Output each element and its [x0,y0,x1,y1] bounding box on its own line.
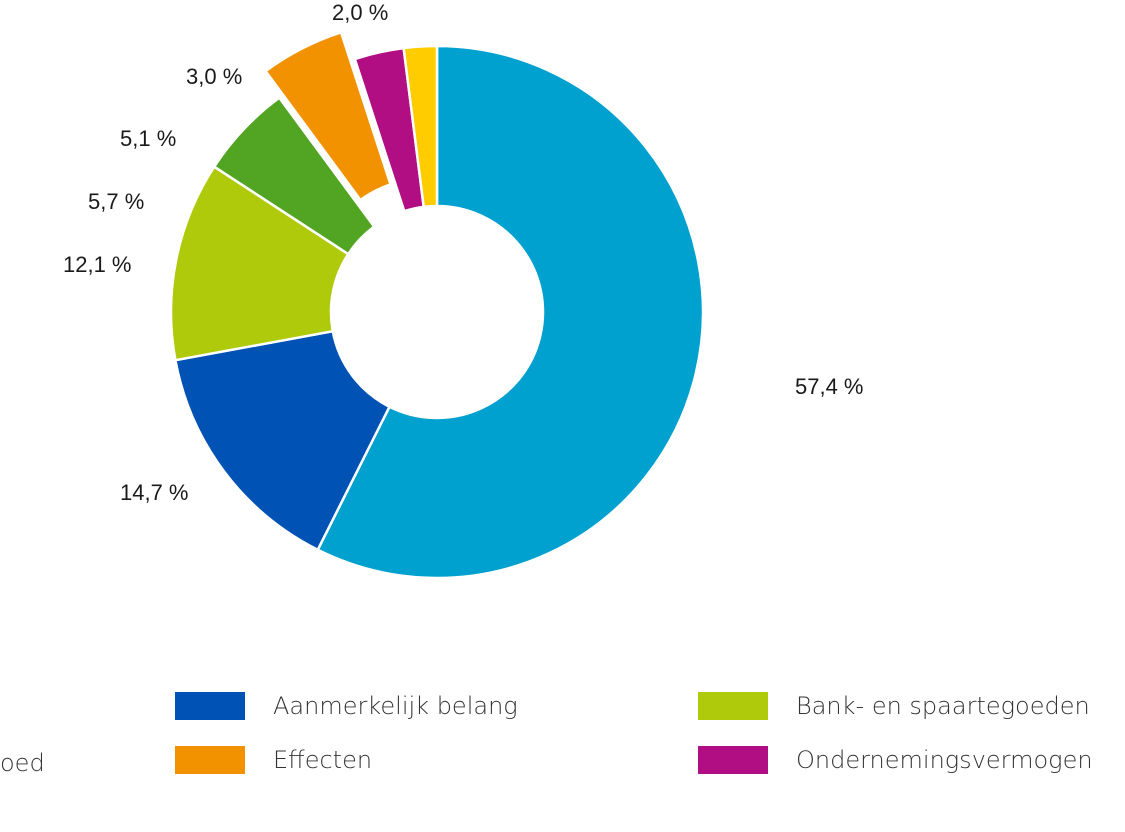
slice-label-2: 12,1 % [63,252,132,277]
slice-label-0: 57,4 % [795,374,864,399]
slice-label-1: 14,7 % [120,480,189,505]
slice-label-5: 3,0 % [186,64,242,89]
slice-label-3: 5,7 % [88,189,144,214]
slice-labels: 57,4 % 14,7 % 12,1 % 5,7 % 5,1 % 3,0 % 2,0 % [63,0,864,505]
slice-label-6: 2,0 % [332,0,388,25]
donut-slice-0 [316,44,705,580]
donut-slice-4 [263,30,393,202]
donut-slice-1 [173,329,392,552]
donut-slices [169,30,705,580]
donut-slice-3 [212,96,376,256]
donut-slice-6 [402,44,439,209]
slice-label-4: 5,1 % [120,126,176,151]
donut-slice-2 [169,164,350,362]
